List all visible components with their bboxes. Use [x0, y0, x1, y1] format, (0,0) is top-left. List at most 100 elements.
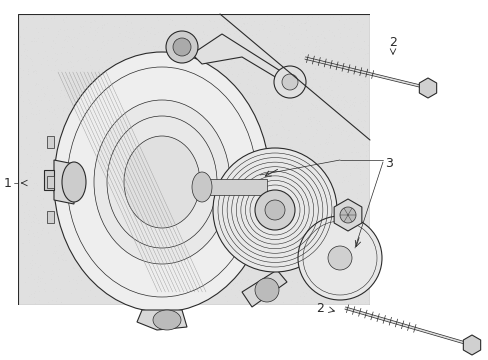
Point: [186, 44, 194, 49]
Point: [91, 220, 99, 225]
Point: [153, 242, 161, 247]
Point: [85, 240, 93, 246]
Point: [282, 266, 289, 272]
Point: [85, 30, 93, 35]
Point: [363, 276, 371, 282]
Point: [25, 207, 33, 213]
Point: [182, 54, 190, 60]
Point: [315, 210, 323, 216]
Point: [274, 159, 282, 165]
Point: [196, 36, 203, 42]
Ellipse shape: [165, 31, 198, 63]
Point: [264, 137, 271, 143]
Point: [340, 189, 347, 195]
Point: [171, 195, 179, 201]
Point: [214, 67, 222, 73]
Point: [315, 85, 323, 90]
Point: [233, 181, 241, 187]
Point: [92, 201, 100, 207]
Point: [33, 229, 41, 234]
Point: [241, 126, 248, 132]
Point: [20, 41, 28, 47]
Point: [319, 86, 327, 92]
Point: [82, 216, 90, 221]
Point: [340, 248, 347, 254]
Point: [153, 273, 161, 279]
Point: [47, 204, 55, 210]
Point: [174, 281, 182, 287]
Point: [327, 73, 335, 79]
Point: [291, 108, 299, 114]
Point: [226, 64, 234, 70]
Point: [111, 95, 119, 100]
Point: [358, 124, 366, 130]
Point: [68, 209, 76, 215]
Point: [209, 188, 217, 194]
Point: [201, 77, 208, 83]
Point: [285, 73, 293, 78]
Point: [211, 218, 219, 224]
Point: [346, 284, 354, 290]
Point: [95, 217, 103, 222]
Point: [293, 175, 301, 180]
Point: [170, 280, 178, 286]
Point: [30, 35, 38, 41]
Point: [349, 254, 357, 260]
Point: [122, 28, 129, 34]
Point: [248, 229, 256, 235]
Point: [91, 275, 99, 281]
Point: [121, 92, 128, 98]
Point: [197, 85, 205, 91]
Point: [47, 44, 55, 49]
Point: [281, 183, 288, 188]
Point: [274, 63, 282, 68]
Point: [247, 72, 255, 77]
Point: [334, 230, 342, 236]
Point: [174, 28, 182, 34]
Point: [122, 14, 129, 19]
Point: [230, 23, 238, 28]
Point: [280, 236, 288, 242]
Point: [62, 118, 70, 124]
Point: [223, 175, 231, 181]
Point: [78, 296, 85, 301]
Point: [27, 56, 35, 62]
Point: [90, 118, 98, 123]
Point: [169, 122, 177, 127]
Point: [336, 13, 344, 19]
Point: [158, 179, 165, 184]
Point: [121, 96, 128, 102]
Point: [177, 109, 184, 114]
Point: [69, 215, 77, 220]
Point: [310, 36, 318, 41]
Point: [361, 141, 369, 147]
Point: [228, 256, 236, 262]
Point: [302, 187, 310, 193]
Point: [63, 66, 71, 72]
Point: [118, 144, 126, 149]
Point: [27, 187, 35, 193]
Point: [100, 118, 108, 124]
Point: [40, 15, 47, 21]
Point: [213, 51, 221, 57]
Point: [173, 153, 181, 159]
Point: [18, 202, 26, 208]
Point: [144, 136, 152, 142]
Point: [149, 252, 157, 258]
Point: [135, 40, 143, 46]
Point: [89, 217, 97, 223]
Point: [210, 131, 218, 136]
Point: [347, 156, 355, 162]
Point: [340, 21, 347, 27]
Point: [67, 80, 75, 86]
Point: [243, 242, 250, 248]
Point: [359, 98, 366, 104]
Point: [264, 90, 271, 96]
Point: [221, 293, 228, 298]
Point: [154, 132, 162, 138]
Point: [285, 231, 292, 237]
Point: [125, 29, 133, 35]
Point: [212, 209, 220, 215]
Point: [326, 87, 334, 93]
Point: [158, 100, 165, 106]
